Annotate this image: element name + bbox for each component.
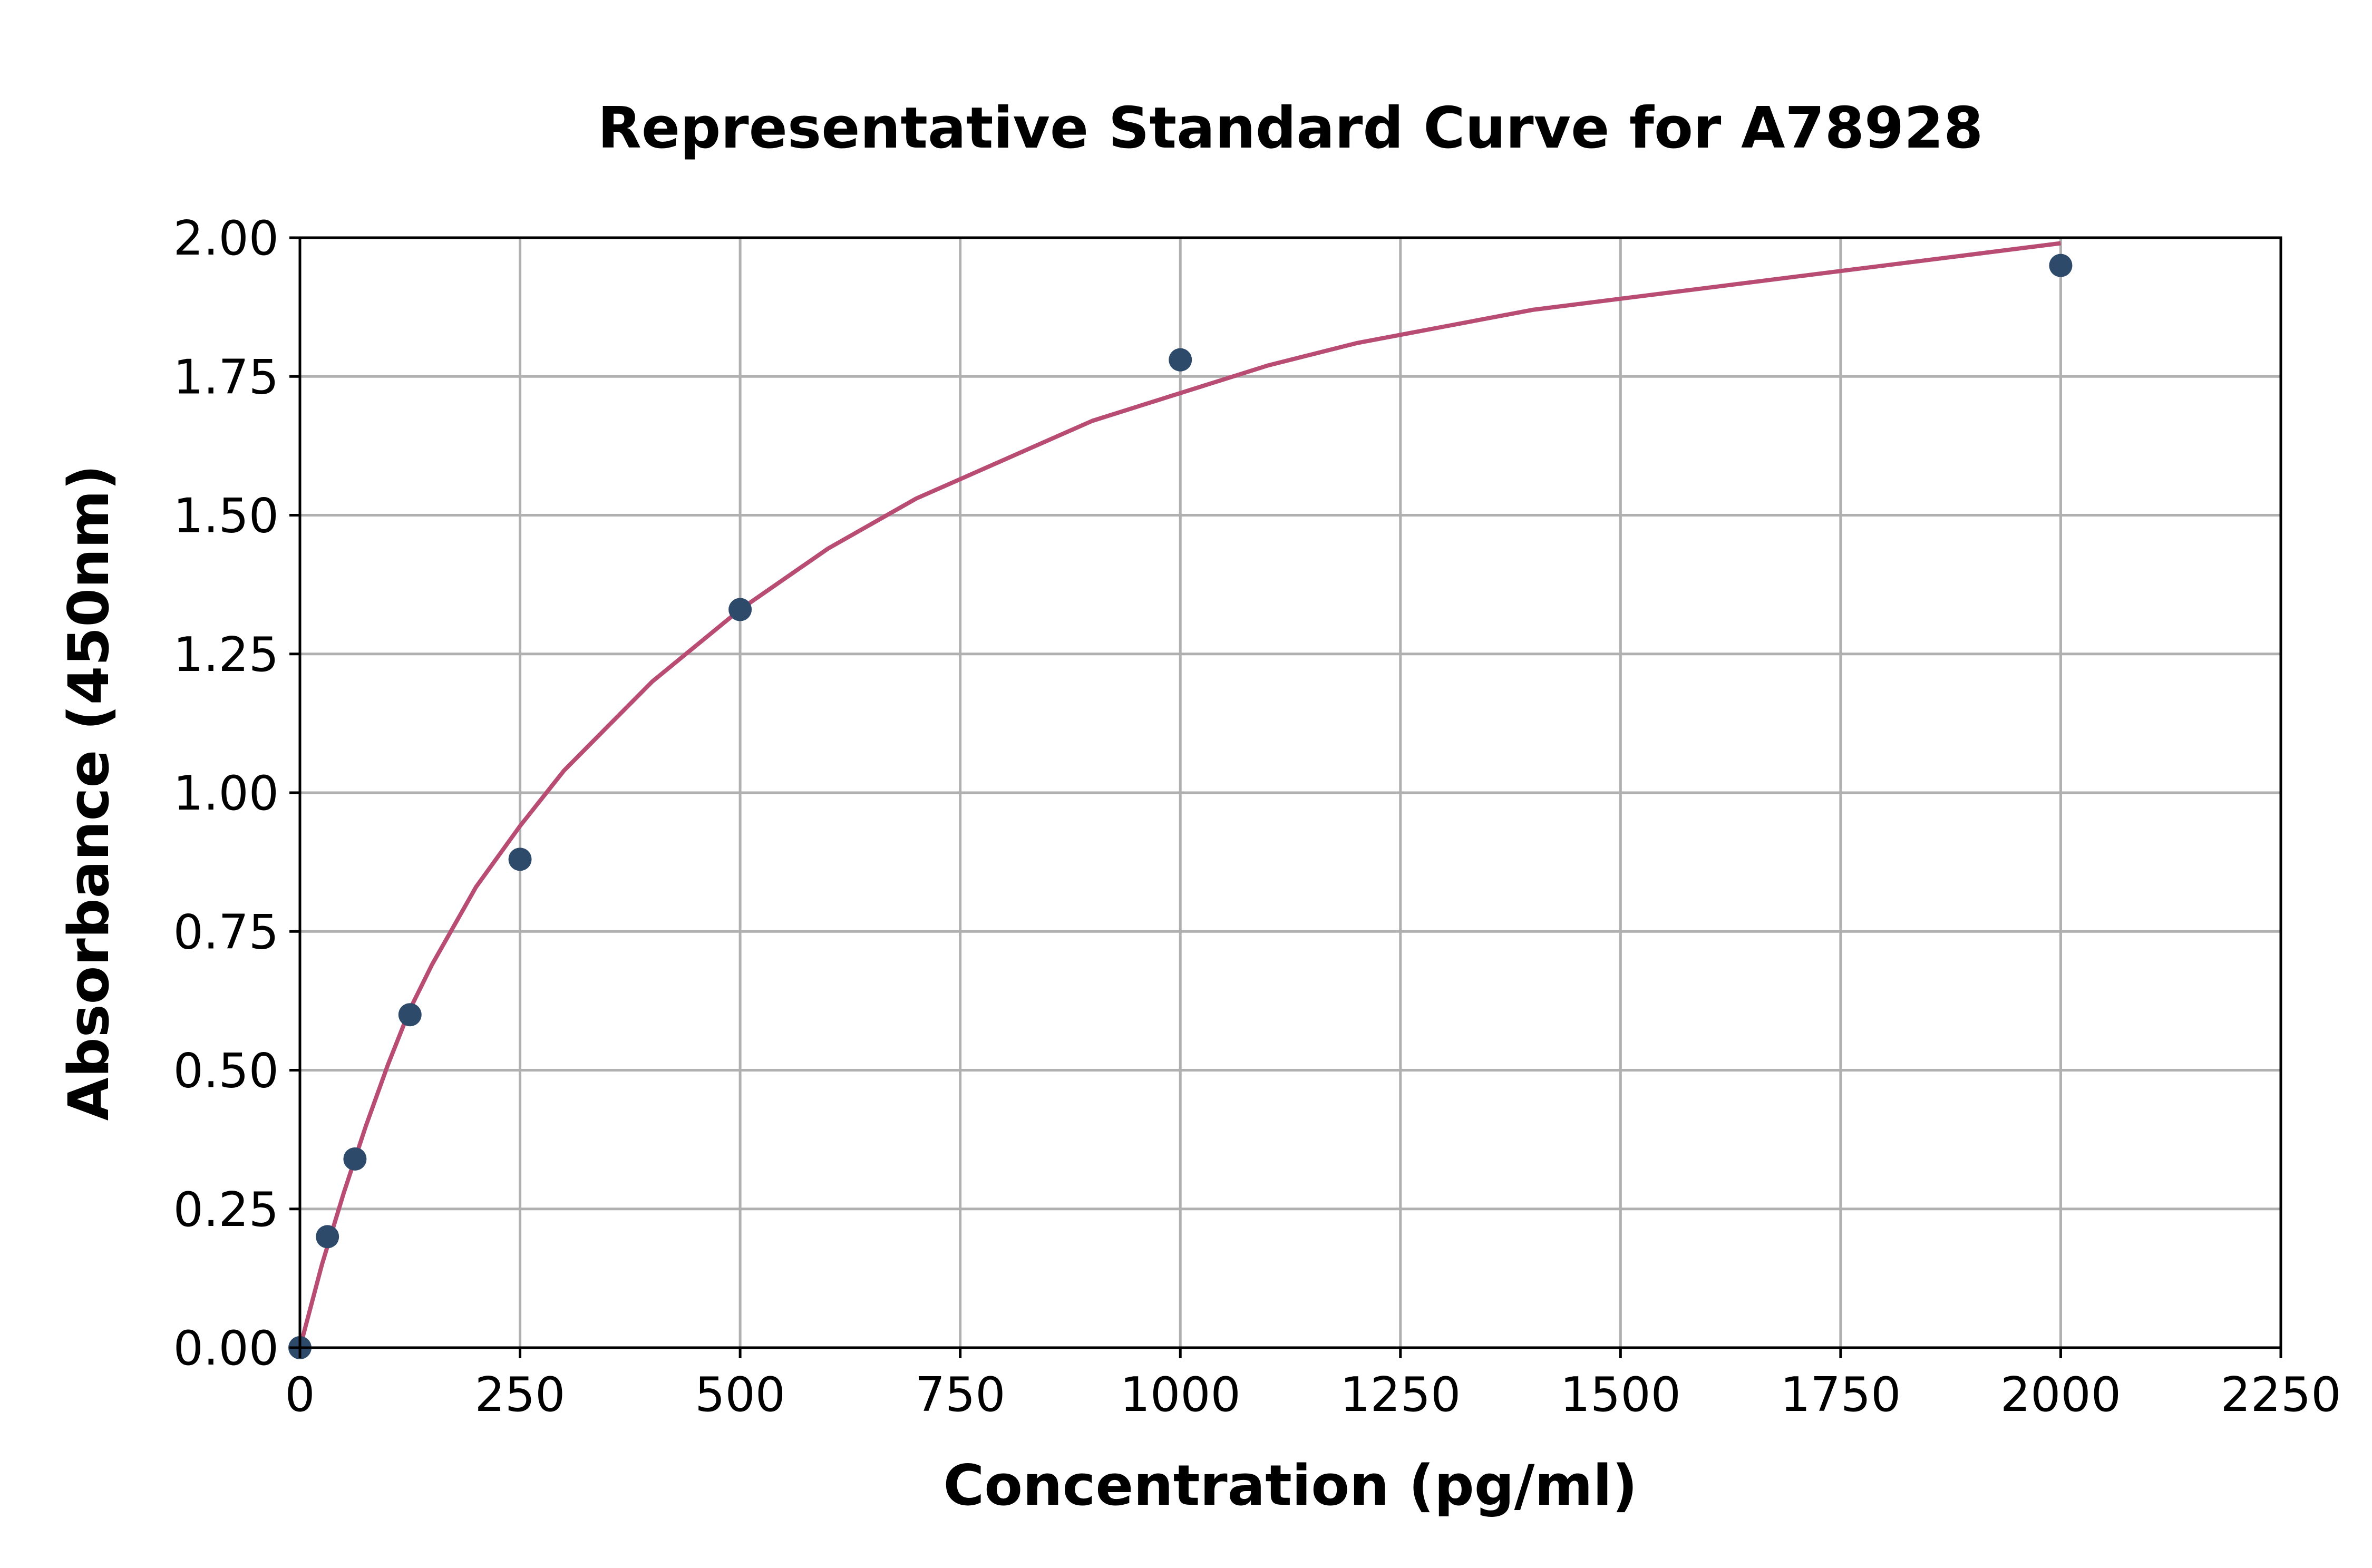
data-point xyxy=(398,1003,422,1027)
data-point xyxy=(2049,254,2073,277)
x-tick-label: 2000 xyxy=(2000,1367,2121,1423)
x-tick-label: 0 xyxy=(285,1367,315,1423)
x-tick-label: 1000 xyxy=(1120,1367,1241,1423)
fitted-curve-line xyxy=(298,241,2061,1349)
y-tick-label: 0.25 xyxy=(173,1182,279,1238)
x-axis-label: Concentration (pg/ml) xyxy=(943,1453,1637,1518)
data-point xyxy=(508,848,532,871)
y-tick-label: 1.00 xyxy=(173,766,279,821)
y-axis-label: Absorbance (450nm) xyxy=(56,465,121,1121)
data-point xyxy=(1169,348,1192,372)
x-tick-label: 250 xyxy=(475,1367,566,1423)
fitted-curve-layer xyxy=(298,241,2061,1349)
y-tick-label: 0.50 xyxy=(173,1044,279,1099)
x-tick-label: 1750 xyxy=(1780,1367,1901,1423)
x-tick-label: 2250 xyxy=(2220,1367,2341,1423)
x-tick-label: 1250 xyxy=(1340,1367,1461,1423)
y-tick-label: 1.75 xyxy=(173,349,279,405)
y-tick-label: 0.00 xyxy=(173,1321,279,1376)
x-tick-label: 1500 xyxy=(1560,1367,1681,1423)
x-tick-label: 750 xyxy=(915,1367,1006,1423)
chart-title: Representative Standard Curve for A78928 xyxy=(598,95,1984,161)
y-tick-label: 1.50 xyxy=(173,489,279,544)
y-tick-label: 1.25 xyxy=(173,627,279,683)
y-tick-label: 2.00 xyxy=(173,211,279,266)
data-point xyxy=(316,1225,339,1249)
y-tick-label: 0.75 xyxy=(173,904,279,960)
x-axis-ticks: 0 250 500 750 1000 1250 1500 1750 2000 2250 xyxy=(285,1348,2341,1423)
data-point xyxy=(343,1147,367,1171)
x-tick-label: 500 xyxy=(695,1367,785,1423)
y-axis-ticks: 0.00 0.25 0.50 0.75 1.00 1.25 1.50 1.75 2.00 xyxy=(173,211,300,1376)
data-point xyxy=(728,598,752,621)
